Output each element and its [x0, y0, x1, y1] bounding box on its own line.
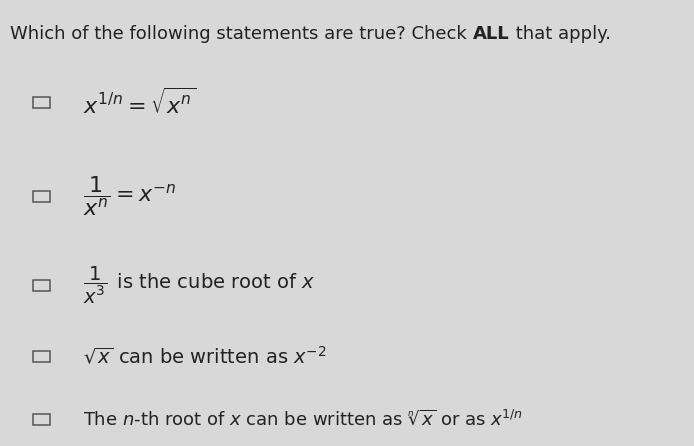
Text: $\sqrt{x}$ can be written as $x^{-2}$: $\sqrt{x}$ can be written as $x^{-2}$	[83, 346, 327, 368]
Text: $\dfrac{1}{x^n} = x^{-n}$: $\dfrac{1}{x^n} = x^{-n}$	[83, 174, 176, 218]
Text: $\dfrac{1}{x^3}\,$ is the cube root of $x$: $\dfrac{1}{x^3}\,$ is the cube root of $…	[83, 264, 315, 306]
Text: that apply.: that apply.	[509, 25, 611, 42]
Text: ALL: ALL	[473, 25, 509, 42]
Text: Which of the following statements are true? Check: Which of the following statements are tr…	[10, 25, 473, 42]
Text: The $n$-th root of $x$ can be written as $\sqrt[n]{x}$ or as $x^{1/n}$: The $n$-th root of $x$ can be written as…	[83, 409, 523, 429]
Text: $x^{1/n} = \sqrt{x^n}$: $x^{1/n} = \sqrt{x^n}$	[83, 87, 196, 118]
